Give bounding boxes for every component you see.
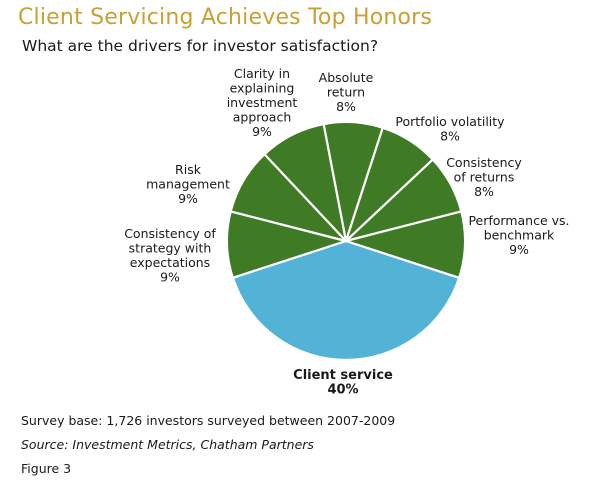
slice-name: Absolute	[319, 70, 374, 85]
slice-name: Client service	[293, 368, 393, 383]
slice-name: approach	[233, 110, 292, 125]
slice-value: 9%	[509, 242, 529, 257]
slice-name: Risk	[175, 162, 202, 177]
slice-name: expectations	[130, 255, 210, 270]
slice-name: Consistency	[446, 155, 522, 170]
slice-value: 8%	[336, 99, 356, 114]
slice-name: benchmark	[484, 228, 555, 243]
slice-value: 9%	[160, 270, 180, 285]
slice-name: investment	[227, 95, 298, 110]
slice-name: Consistency of	[124, 226, 216, 241]
chart-subtitle: What are the drivers for investor satisf…	[22, 37, 379, 55]
figure-label: Figure 3	[21, 461, 72, 476]
slice-value: 8%	[440, 129, 460, 144]
pie-slice	[344, 210, 467, 279]
slice-name: Performance vs.	[468, 213, 569, 228]
slice-name: of returns	[454, 170, 515, 185]
source-note: Source: Investment Metrics, Chatham Part…	[21, 437, 314, 452]
slice-name: management	[146, 177, 230, 192]
slice-name: Clarity in	[234, 66, 290, 81]
slice-name: strategy with	[129, 241, 212, 256]
slice-value: 9%	[178, 191, 198, 206]
pie-slice	[231, 239, 461, 362]
slice-value: 40%	[327, 383, 358, 398]
slice-name: return	[327, 85, 365, 100]
slice-name: Portfolio volatility	[395, 114, 505, 129]
survey-note: Survey base: 1,726 investors surveyed be…	[21, 413, 396, 428]
page-title: Client Servicing Achieves Top Honors	[18, 5, 433, 30]
slice-value: 8%	[474, 184, 494, 199]
slice-value: 9%	[252, 124, 272, 139]
slice-name: explaining	[230, 81, 295, 96]
